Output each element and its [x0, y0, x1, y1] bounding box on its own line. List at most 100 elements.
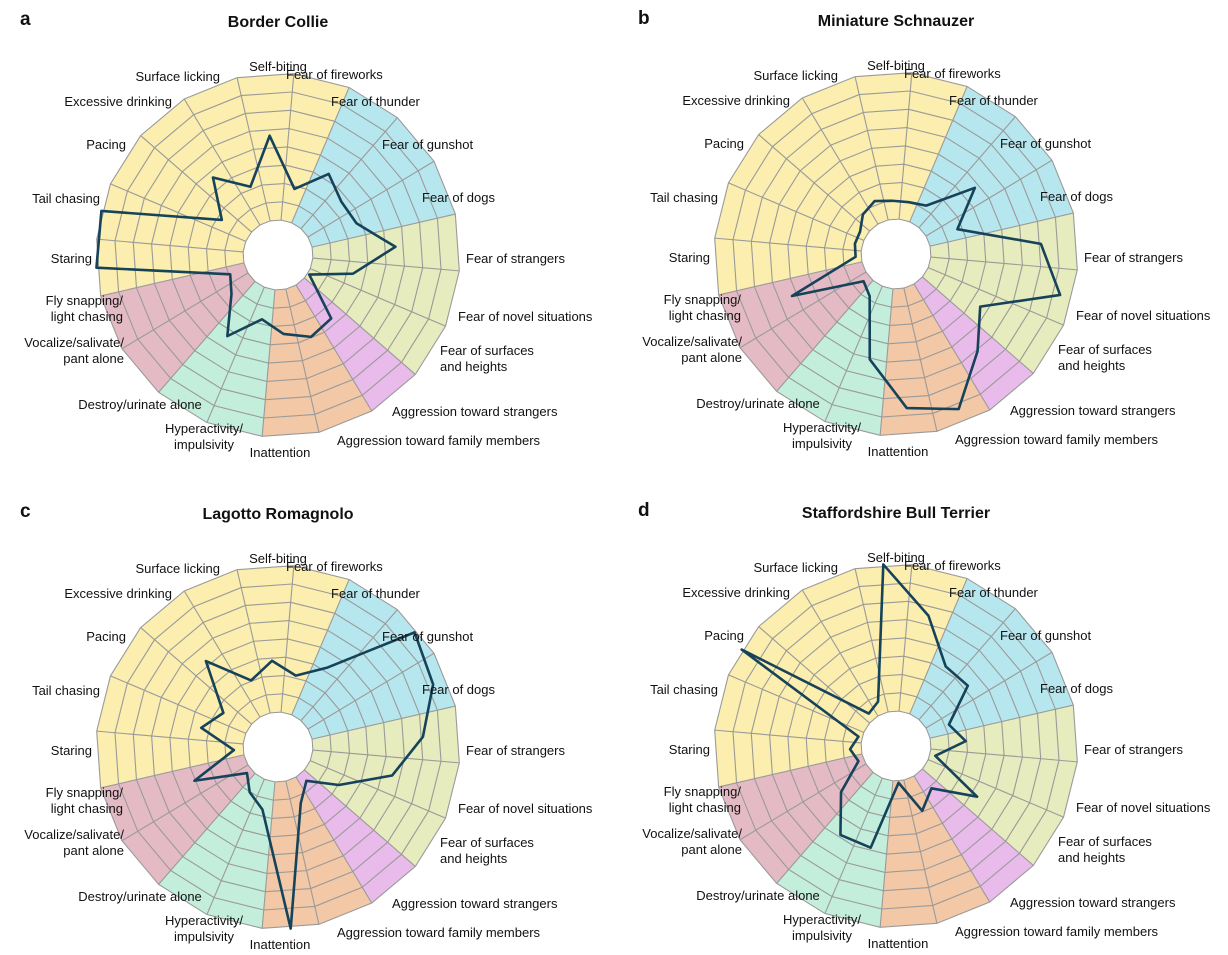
grid-spoke [758, 626, 870, 724]
grid-spoke [312, 257, 460, 272]
grid-spoke [236, 569, 271, 714]
sector-pacing [758, 97, 878, 232]
axis-label-surface-licking: Surface licking [135, 69, 220, 84]
grid-spoke [854, 76, 889, 221]
grid-spoke [925, 651, 1053, 729]
sector-destroy-urinate-alone [121, 273, 256, 393]
axis-label-fear-of-fireworks: Fear of fireworks [904, 66, 1001, 81]
grid-spoke [96, 238, 244, 253]
axis-label-fear-of-strangers: Fear of strangers [466, 251, 565, 266]
axis-label-self-biting: Self-biting [249, 551, 307, 566]
grid-spoke [140, 135, 252, 233]
center-hole [862, 712, 930, 780]
axis-label-vocalize-salivate-pant-alone: Vocalize/salivate/pant alone [24, 827, 124, 858]
panel-letter: b [638, 8, 650, 29]
grid-spoke [307, 652, 435, 730]
axis-label-surface-licking: Surface licking [135, 561, 220, 576]
sector-inattention [206, 779, 275, 929]
chart-title: Miniature Schnauzer [818, 13, 974, 30]
grid-spoke [280, 73, 295, 221]
grid-spoke [929, 704, 1074, 739]
sector-staring [96, 183, 246, 252]
sector-staring [96, 675, 246, 744]
sector-fear-of-thunder [300, 117, 435, 237]
grid-spoke [300, 609, 398, 721]
sector-fear-of-thunder [918, 116, 1053, 236]
axis-label-fear-of-strangers: Fear of strangers [466, 743, 565, 758]
grid-spoke [291, 579, 350, 715]
sector-fear-of-gunshot [926, 160, 1074, 247]
grid-spoke [96, 730, 244, 745]
sector-fear-of-gunshot [926, 652, 1074, 739]
axis-label-staring: Staring [51, 743, 92, 758]
axis-label-fear-of-thunder: Fear of thunder [331, 586, 421, 601]
axis-label-hyperactivity-impulsivity: Hyperactivity/impulsivity [783, 420, 861, 451]
axis-label-fear-of-novel-situations: Fear of novel situations [458, 801, 593, 816]
grid-spoke [879, 780, 894, 928]
axis-label-fear-of-surfaces-and-heights: Fear of surfaces and heights [1058, 342, 1152, 373]
axis-label-staring: Staring [669, 250, 710, 265]
grid-spoke [312, 749, 460, 764]
sector-fear-of-thunder [918, 608, 1053, 728]
grid-spoke [918, 116, 1016, 228]
sector-self-biting [281, 73, 350, 223]
sector-vocalize-salivate-pant-alone [100, 262, 248, 349]
sector-pacing [758, 589, 878, 724]
sector-excessive-drinking [802, 76, 889, 224]
grid-spoke [310, 268, 446, 327]
grid-spoke [206, 287, 265, 423]
axis-label-excessive-drinking: Excessive drinking [682, 93, 790, 108]
sector-aggression-toward-strangers [285, 777, 372, 925]
axis-label-fear-of-thunder: Fear of thunder [949, 585, 1039, 600]
grid-spoke [714, 729, 862, 744]
sector-aggression-toward-strangers [285, 285, 372, 433]
axis-label-fly-snapping-light-chasing: Fly snapping/light chasing [664, 784, 742, 815]
grid-spoke [930, 256, 1078, 271]
grid-ring [96, 565, 460, 929]
axis-label-fear-of-novel-situations: Fear of novel situations [1076, 308, 1211, 323]
grid-spoke [300, 117, 398, 229]
axis-label-fly-snapping-light-chasing: Fly snapping/light chasing [46, 293, 124, 324]
grid-ring [714, 72, 1078, 436]
grid-spoke [285, 780, 320, 925]
sector-fear-of-surfaces-and-heights [296, 277, 416, 412]
grid-spoke [922, 768, 1034, 866]
axis-label-fear-of-gunshot: Fear of gunshot [382, 629, 473, 644]
grid-spoke [280, 565, 295, 713]
grid-spoke [776, 280, 874, 392]
axis-label-aggression-toward-family-members: Aggression toward family members [337, 925, 541, 940]
axis-label-hyperactivity-impulsivity: Hyperactivity/impulsivity [165, 421, 243, 452]
axis-label-fear-of-thunder: Fear of thunder [949, 93, 1039, 108]
sector-inattention [824, 286, 893, 436]
axis-label-fear-of-dogs: Fear of dogs [422, 682, 495, 697]
sector-fear-of-thunder [300, 609, 435, 729]
grid-spoke [307, 160, 435, 238]
sector-vocalize-salivate-pant-alone [718, 261, 866, 348]
grid-spoke [824, 286, 883, 422]
axis-label-destroy-urinate-alone: Destroy/urinate alone [78, 889, 202, 904]
grid-spoke [158, 773, 256, 885]
grid-spoke [311, 213, 456, 248]
series-line [95, 134, 397, 339]
grid-spoke [236, 77, 271, 222]
grid-spoke [158, 281, 256, 393]
sector-inattention [824, 778, 893, 928]
sector-fear-of-surfaces-and-heights [914, 276, 1034, 411]
grid-ring [714, 564, 1078, 928]
axis-label-fear-of-gunshot: Fear of gunshot [1000, 628, 1091, 643]
axis-label-pacing: Pacing [704, 136, 744, 151]
axis-label-self-biting: Self-biting [249, 59, 307, 74]
axis-label-pacing: Pacing [86, 137, 126, 152]
series-line [790, 186, 1062, 411]
axis-label-pacing: Pacing [704, 628, 744, 643]
grid-spoke [183, 590, 261, 718]
axis-label-fear-of-thunder: Fear of thunder [331, 94, 421, 109]
panel-letter: c [20, 501, 31, 522]
panel-letter: a [20, 9, 31, 30]
grid-spoke [903, 779, 938, 924]
axis-label-fear-of-dogs: Fear of dogs [1040, 189, 1113, 204]
grid-spoke [930, 748, 1078, 763]
